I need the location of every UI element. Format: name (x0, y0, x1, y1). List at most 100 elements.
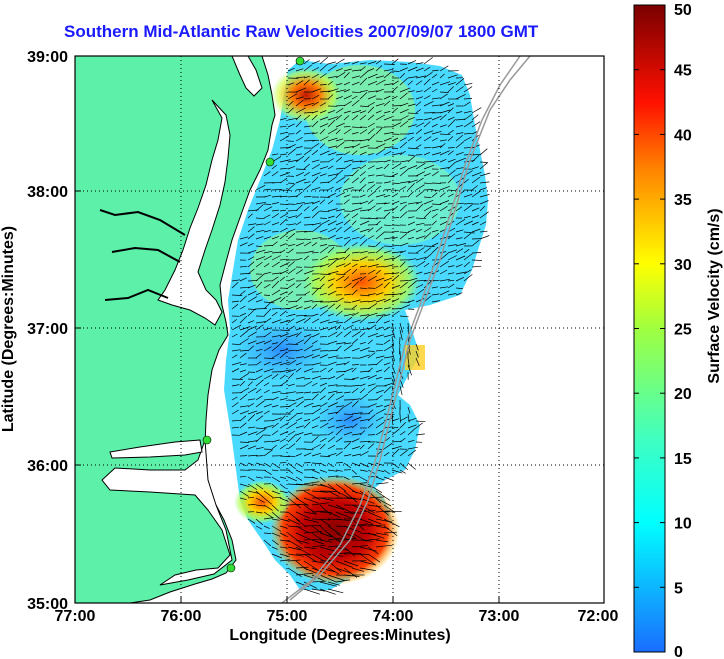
velocity-vector (303, 334, 312, 338)
velocity-vector (231, 303, 239, 310)
velocity-vector (319, 73, 327, 79)
velocity-vector (287, 144, 296, 149)
velocity-vector (383, 320, 391, 324)
velocity-vector (271, 390, 281, 394)
velocity-vector (335, 58, 345, 65)
velocity-vector (399, 115, 409, 121)
velocity-vector (359, 62, 367, 65)
velocity-vector (455, 172, 462, 177)
velocity-vector (239, 295, 247, 303)
velocity-vector (255, 368, 263, 373)
velocity-vector (279, 559, 290, 562)
velocity-vector (263, 171, 271, 177)
velocity-vector (263, 245, 273, 247)
velocity-vector (327, 581, 340, 586)
velocity-vector (247, 431, 258, 436)
velocity-vector (239, 415, 247, 422)
velocity-vector (231, 324, 242, 331)
velocity-vector (463, 261, 470, 268)
velocity-vector (439, 200, 450, 205)
velocity-vector (423, 112, 436, 114)
velocity-vector (383, 100, 391, 107)
velocity-vector (343, 125, 351, 128)
velocity-vector (351, 202, 362, 205)
velocity-vector (311, 94, 320, 100)
velocity-vector (431, 81, 440, 86)
velocity-vector (231, 349, 241, 352)
velocity-vector (311, 304, 318, 310)
velocity-vector (351, 160, 362, 163)
velocity-vector (303, 201, 314, 205)
x-tick-label: 73:00 (479, 608, 520, 625)
velocity-vector (351, 126, 363, 129)
velocity-vector (279, 374, 286, 380)
velocity-vector (271, 417, 282, 422)
velocity-vector (271, 276, 279, 282)
velocity-vector (399, 291, 407, 296)
colorbar-tick-label: 40 (674, 127, 692, 144)
velocity-vector (311, 469, 320, 474)
velocity-vector (351, 453, 361, 457)
velocity-vector (239, 369, 247, 373)
velocity-vector (303, 282, 312, 289)
velocity-vector (327, 109, 336, 114)
velocity-vector (375, 140, 383, 142)
velocity-vector (343, 342, 352, 345)
velocity-vector (279, 320, 291, 324)
velocity-vector (367, 153, 374, 156)
velocity-vector (263, 203, 272, 205)
velocity-vector (343, 401, 353, 408)
velocity-vector (375, 389, 384, 394)
velocity-vector (351, 305, 358, 310)
velocity-vector (247, 426, 256, 429)
velocity-vector (311, 222, 322, 226)
velocity-vector (311, 225, 321, 233)
velocity-vector (279, 546, 287, 549)
velocity-vector (271, 353, 280, 359)
velocity-vector (375, 510, 391, 513)
velocity-vector (311, 539, 324, 545)
velocity-vector (399, 281, 408, 289)
velocity-vector (415, 288, 425, 296)
velocity-vector (327, 300, 337, 303)
velocity-vector (351, 81, 360, 86)
velocity-vector (327, 553, 344, 557)
velocity-vector (319, 292, 327, 296)
velocity-vector (335, 221, 344, 226)
velocity-vector (407, 449, 417, 457)
velocity-vector (231, 343, 241, 346)
velocity-vector (327, 390, 338, 394)
velocity-vector (343, 344, 353, 352)
velocity-vector (303, 216, 311, 219)
velocity-vector (343, 476, 350, 481)
velocity-vector (231, 319, 238, 324)
velocity-vector (407, 191, 414, 198)
velocity-vector (327, 176, 337, 184)
velocity-vector (407, 154, 415, 156)
velocity-vector (351, 387, 359, 394)
velocity-vector (423, 199, 434, 205)
velocity-vector (375, 143, 386, 149)
velocity-vector (407, 60, 417, 65)
velocity-vector (383, 339, 391, 345)
velocity-vector (463, 82, 473, 86)
velocity-vector (255, 353, 262, 359)
velocity-vector (303, 231, 312, 233)
velocity-vector (351, 289, 358, 296)
velocity-vector (303, 452, 312, 457)
velocity-vector (343, 431, 353, 436)
velocity-vector (359, 430, 366, 436)
velocity-vector (399, 329, 403, 341)
velocity-vector (447, 118, 456, 128)
velocity-vector (343, 247, 350, 254)
velocity-vector (359, 444, 365, 450)
velocity-vector (431, 246, 439, 254)
velocity-vector (327, 220, 337, 226)
colorbar-tick-label: 35 (674, 192, 692, 209)
velocity-vector (423, 164, 435, 170)
velocity-vector (303, 391, 312, 394)
velocity-vector (367, 443, 375, 450)
velocity-vector (479, 162, 489, 170)
velocity-vector (295, 503, 309, 506)
velocity-vector (327, 567, 340, 575)
